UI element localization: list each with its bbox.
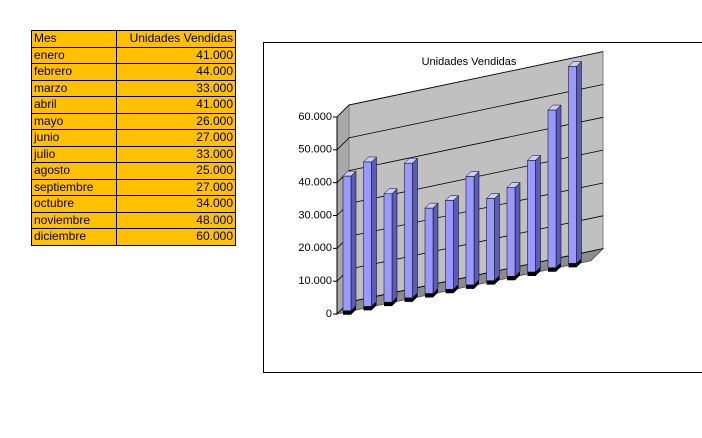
- header-row: Mes Unidades Vendidas: [31, 30, 236, 48]
- table-cell: Unidades Vendidas: [116, 30, 236, 48]
- bar-side: [371, 156, 377, 308]
- grid-line: [336, 84, 604, 151]
- bar-side: [494, 192, 500, 282]
- table-cell: agosto: [31, 162, 117, 180]
- table-cell: 25.000: [116, 162, 236, 180]
- table-cell: 60.000: [116, 228, 236, 246]
- table-cell: 27.000: [116, 178, 236, 196]
- table-row: agosto 25.000: [31, 162, 236, 180]
- bar-shadow: [445, 284, 459, 294]
- bar: [547, 109, 557, 268]
- y-tick-label: 30.000: [298, 209, 332, 221]
- bar-shadow: [527, 266, 541, 276]
- table-cell: septiembre: [31, 178, 117, 196]
- y-tick-label: 50.000: [298, 144, 332, 156]
- bar: [568, 66, 577, 264]
- table-row: noviembre 48.000: [31, 211, 236, 229]
- bar: [404, 162, 413, 299]
- table-row: junio 27.000: [31, 129, 236, 147]
- table-cell: junio: [31, 129, 117, 147]
- bar: [465, 176, 475, 286]
- table-cell: mayo: [31, 112, 117, 130]
- table-cell: 27.000: [116, 129, 236, 147]
- y-tick-label: 40.000: [298, 177, 332, 189]
- y-tick-label: 0: [326, 308, 332, 320]
- table-cell: 33.000: [116, 145, 236, 163]
- chart-title: Unidades Vendidas: [422, 56, 517, 68]
- table-cell: abril: [31, 96, 117, 114]
- table-row: diciembre 60.000: [31, 228, 236, 246]
- bar-shadow: [466, 279, 479, 289]
- table-row: febrero 44.000: [31, 63, 236, 81]
- data-table: Mes Unidades Vendidas enero 41.000 febrero 44…: [31, 30, 236, 246]
- grid-line: [336, 51, 604, 118]
- bar-shadow: [548, 262, 561, 272]
- table-cell: julio: [31, 145, 117, 163]
- bar-side: [453, 194, 459, 290]
- bar: [486, 198, 495, 281]
- y-tick-label: 10.000: [298, 275, 332, 287]
- bar: [527, 160, 536, 273]
- table-row: mayo 26.000: [31, 112, 236, 130]
- bar-shadow: [384, 297, 397, 307]
- table-cell: diciembre: [31, 228, 117, 246]
- table-cell: enero: [31, 46, 117, 64]
- bar: [363, 161, 372, 307]
- bar-shadow: [363, 301, 377, 311]
- bar-side: [473, 170, 480, 286]
- bar-side: [555, 104, 562, 269]
- table-row: julio 33.000: [31, 145, 236, 163]
- bar-side: [514, 182, 521, 277]
- table-cell: Mes: [31, 30, 117, 48]
- table-cell: 34.000: [116, 195, 236, 213]
- table-row: abril 41.000: [31, 96, 236, 114]
- bar-shadow: [343, 305, 356, 315]
- bar-side: [350, 170, 357, 312]
- bar-side: [391, 188, 398, 303]
- y-tick-label: 20.000: [298, 242, 332, 254]
- table-cell: febrero: [31, 63, 117, 81]
- bar-side: [412, 157, 418, 299]
- bar-side: [535, 154, 541, 273]
- table-row: septiembre 27.000: [31, 178, 236, 196]
- bar-shadow: [507, 271, 520, 281]
- bar: [445, 200, 454, 290]
- bar: [506, 187, 516, 277]
- table-row: enero 41.000: [31, 46, 236, 64]
- y-tick-label: 60.000: [298, 111, 332, 123]
- bar-shadow: [425, 288, 438, 298]
- bar-shadow: [568, 258, 582, 268]
- table-cell: 44.000: [116, 63, 236, 81]
- table-cell: marzo: [31, 79, 117, 97]
- bar-side: [432, 202, 439, 295]
- bar-shadow: [404, 292, 418, 302]
- bar: [383, 193, 393, 303]
- bar: [424, 207, 434, 294]
- table-cell: 48.000: [116, 211, 236, 229]
- bar-shadow: [486, 275, 500, 285]
- grid-line: [336, 116, 604, 183]
- bar: [342, 175, 352, 311]
- bar-side: [576, 60, 582, 264]
